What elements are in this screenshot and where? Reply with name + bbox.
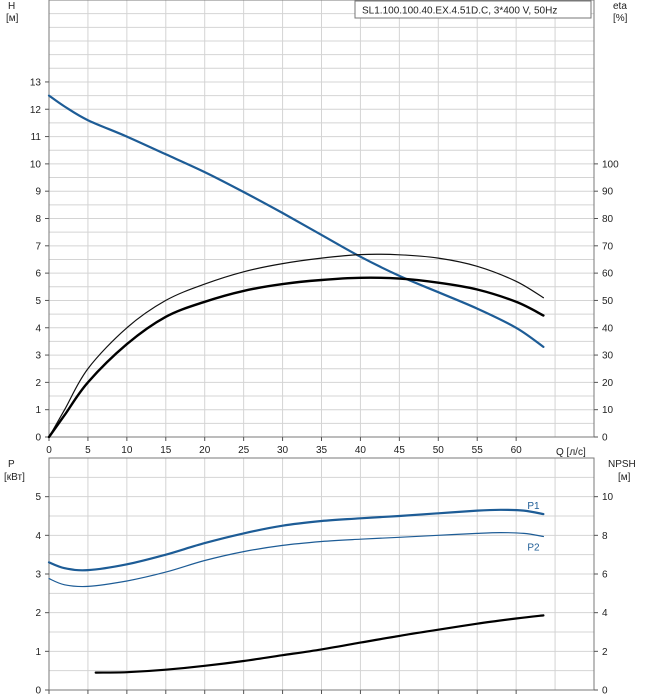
right-tick-label: 50 bbox=[602, 296, 614, 307]
left-tick-label: 0 bbox=[35, 686, 41, 697]
right-tick-label: 20 bbox=[602, 378, 614, 389]
right-tick-label: 60 bbox=[602, 269, 614, 280]
left-axis-name-p: P bbox=[8, 459, 15, 470]
bottom-chart-series: P1 P2 bbox=[47, 501, 545, 674]
left-tick-label: 10 bbox=[30, 159, 42, 170]
left-tick-label: 5 bbox=[35, 296, 41, 307]
left-tick-label: 2 bbox=[35, 378, 41, 389]
right-tick-label: 4 bbox=[602, 608, 608, 619]
left-tick-label: 1 bbox=[35, 647, 41, 658]
x-tick-label: 15 bbox=[160, 445, 172, 456]
series-label-p2: P2 bbox=[527, 542, 540, 553]
series-label-p1: P1 bbox=[527, 501, 540, 512]
left-tick-label: 4 bbox=[35, 531, 41, 542]
top-chart: 0123456789101112130102030405060708090100… bbox=[6, 0, 628, 458]
x-tick-label: 55 bbox=[472, 445, 484, 456]
chart-title: SL1.100.100.40.EX.4.51D.C, 3*400 V, 50Hz bbox=[362, 6, 557, 17]
left-tick-label: 13 bbox=[30, 77, 42, 88]
series-line-1-2 bbox=[94, 614, 545, 674]
x-tick-label: 25 bbox=[238, 445, 250, 456]
left-axis-unit-h: [м] bbox=[6, 13, 19, 24]
left-tick-label: 4 bbox=[35, 323, 41, 334]
x-tick-label: 20 bbox=[199, 445, 211, 456]
right-axis-name-eta: eta bbox=[613, 1, 627, 12]
bottom-chart-ticks: 0 1 2 3 4 5 0 2 4 6 8 10 bbox=[35, 492, 613, 696]
right-tick-label: 100 bbox=[602, 159, 619, 170]
right-tick-label: 40 bbox=[602, 323, 614, 334]
left-tick-label: 12 bbox=[30, 105, 42, 116]
right-tick-label: 90 bbox=[602, 187, 614, 198]
x-tick-label: 0 bbox=[46, 445, 52, 456]
x-tick-label: 5 bbox=[85, 445, 91, 456]
x-axis-label: Q [л/с] bbox=[556, 447, 586, 458]
left-axis-unit-p: [кВт] bbox=[4, 472, 25, 483]
top-chart-grid bbox=[49, 0, 594, 437]
right-tick-label: 80 bbox=[602, 214, 614, 225]
right-axis-unit-npsh: [м] bbox=[618, 472, 631, 483]
right-tick-label: 2 bbox=[602, 647, 608, 658]
left-tick-label: 6 bbox=[35, 269, 41, 280]
left-tick-label: 9 bbox=[35, 187, 41, 198]
right-tick-label: 0 bbox=[602, 433, 608, 444]
left-tick-label: 2 bbox=[35, 608, 41, 619]
left-axis-name-h: H bbox=[8, 1, 15, 12]
left-tick-label: 5 bbox=[35, 492, 41, 503]
series-line-1-1 bbox=[48, 532, 544, 588]
bottom-chart-grid bbox=[49, 458, 594, 690]
left-tick-label: 1 bbox=[35, 405, 41, 416]
top-chart-ticks: 0123456789101112130102030405060708090100… bbox=[30, 77, 619, 456]
x-tick-label: 50 bbox=[433, 445, 445, 456]
x-tick-label: 30 bbox=[277, 445, 289, 456]
left-tick-label: 3 bbox=[35, 351, 41, 362]
right-tick-label: 6 bbox=[602, 570, 608, 581]
right-tick-label: 10 bbox=[602, 405, 614, 416]
left-tick-label: 7 bbox=[35, 241, 41, 252]
left-tick-label: 8 bbox=[35, 214, 41, 225]
left-tick-label: 11 bbox=[31, 132, 42, 143]
right-tick-label: 0 bbox=[602, 686, 608, 697]
right-tick-label: 70 bbox=[602, 241, 614, 252]
chart-title-box bbox=[354, 0, 592, 19]
series-line-1-0 bbox=[47, 508, 545, 572]
right-tick-label: 30 bbox=[602, 351, 614, 362]
bottom-chart: 0 1 2 3 4 5 0 2 4 6 8 10 P1 P2 P [кВт] NPSH [м] bbox=[4, 457, 636, 697]
right-axis-unit-eta: [%] bbox=[613, 13, 628, 24]
top-chart-series bbox=[47, 94, 545, 439]
x-tick-label: 40 bbox=[355, 445, 367, 456]
x-tick-label: 10 bbox=[121, 445, 133, 456]
right-axis-name-npsh: NPSH bbox=[608, 459, 636, 470]
series-line-0-1 bbox=[48, 253, 544, 438]
series-line-0-0 bbox=[47, 94, 545, 348]
left-tick-label: 3 bbox=[35, 570, 41, 581]
series-line-0-2 bbox=[47, 276, 545, 439]
x-tick-label: 60 bbox=[511, 445, 523, 456]
x-tick-label: 45 bbox=[394, 445, 406, 456]
right-tick-label: 10 bbox=[602, 492, 614, 503]
right-tick-label: 8 bbox=[602, 531, 608, 542]
x-tick-label: 35 bbox=[316, 445, 328, 456]
left-tick-label: 0 bbox=[35, 433, 41, 444]
